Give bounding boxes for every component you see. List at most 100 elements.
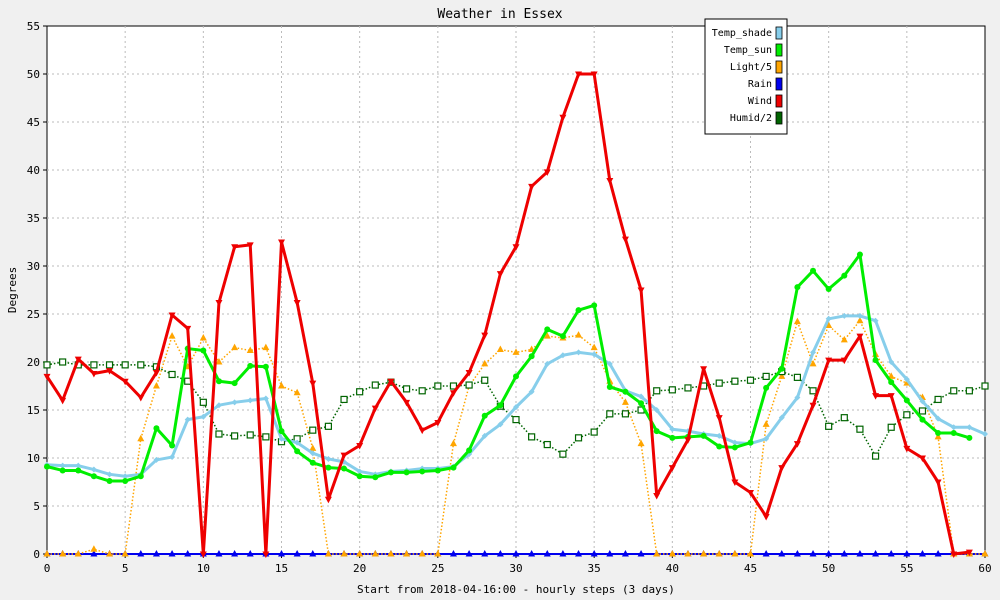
data-point (918, 550, 926, 557)
data-point (215, 402, 222, 409)
data-point (106, 478, 113, 485)
data-point (810, 267, 817, 274)
data-point (137, 361, 145, 369)
data-point (231, 432, 239, 440)
data-point (262, 551, 270, 558)
data-point (262, 395, 269, 402)
data-point (325, 464, 332, 471)
data-point (169, 454, 176, 461)
data-point (403, 550, 411, 557)
data-point (653, 550, 661, 557)
y-tick-label: 15 (27, 404, 40, 417)
data-point (74, 550, 82, 557)
data-point (215, 299, 223, 307)
data-point (716, 443, 723, 450)
data-point (356, 443, 364, 450)
data-point (575, 307, 582, 314)
data-point (638, 393, 645, 400)
y-tick-label: 30 (27, 260, 40, 273)
data-point (621, 236, 629, 244)
data-point (418, 387, 426, 395)
data-point (449, 439, 457, 447)
data-point (59, 550, 67, 557)
data-point (246, 346, 254, 353)
data-point (966, 434, 973, 441)
data-point (90, 361, 98, 369)
data-point (778, 372, 786, 379)
data-point (716, 432, 723, 439)
data-point (513, 373, 519, 380)
data-point (700, 550, 708, 557)
data-point (59, 358, 67, 366)
legend-label: Rain (748, 79, 772, 90)
data-point (419, 468, 426, 475)
data-point (935, 415, 942, 422)
x-tick-label: 0 (44, 562, 51, 575)
x-tick-label: 55 (900, 562, 913, 575)
chart-title: Weather in Essex (437, 7, 562, 22)
data-point (871, 452, 880, 460)
data-point (794, 284, 801, 291)
data-point (481, 432, 488, 439)
data-point (466, 447, 473, 454)
data-point (309, 380, 317, 388)
data-point (810, 349, 817, 356)
data-point (888, 359, 895, 365)
x-tick-label: 15 (275, 562, 288, 575)
data-point (606, 360, 613, 367)
data-point (841, 312, 848, 319)
data-point (231, 550, 239, 557)
data-point (746, 376, 755, 384)
data-point (528, 433, 536, 441)
data-point (324, 550, 332, 557)
data-point (340, 395, 348, 404)
data-point (246, 242, 254, 249)
data-point (449, 382, 458, 390)
data-point (309, 444, 317, 451)
data-point (559, 114, 567, 122)
data-point (778, 465, 786, 472)
data-point (668, 386, 676, 394)
data-point (231, 399, 238, 406)
data-point (934, 479, 942, 486)
data-point (621, 398, 629, 405)
data-point (981, 382, 989, 390)
x-tick-label: 30 (509, 562, 522, 575)
legend-label: Temp_sun (724, 45, 772, 56)
data-point (559, 450, 567, 458)
data-point (434, 382, 442, 390)
y-axis-label: Degrees (6, 267, 19, 313)
y-tick-label: 25 (27, 308, 40, 321)
data-point (387, 378, 395, 386)
legend-label: Light/5 (730, 62, 772, 73)
data-point (809, 402, 817, 410)
data-point (856, 333, 864, 341)
data-point (90, 550, 98, 557)
y-tick-label: 35 (27, 212, 40, 225)
data-point (481, 550, 489, 557)
data-point (668, 465, 676, 472)
data-point (528, 183, 536, 191)
data-point (840, 414, 848, 422)
data-point (44, 463, 50, 470)
data-point (152, 382, 160, 389)
axis-ticks: 0 5 10 15 20 25 30 35 40 45 50 55 0 5 10 15 20 25 30 35 40 45… (27, 20, 992, 575)
data-point (731, 479, 739, 486)
data-point (90, 466, 97, 473)
data-point (59, 467, 66, 474)
data-point (43, 550, 51, 557)
data-point (496, 345, 504, 353)
data-point (700, 366, 708, 373)
data-point (559, 352, 566, 359)
data-point (621, 410, 630, 418)
data-point (903, 411, 911, 419)
legend-box (704, 18, 788, 135)
data-point (840, 335, 848, 343)
data-point (825, 321, 833, 329)
data-point (122, 478, 129, 485)
data-point (934, 395, 942, 404)
data-point (778, 550, 786, 557)
data-point (434, 550, 442, 557)
data-point (528, 388, 535, 395)
data-point (715, 379, 723, 387)
